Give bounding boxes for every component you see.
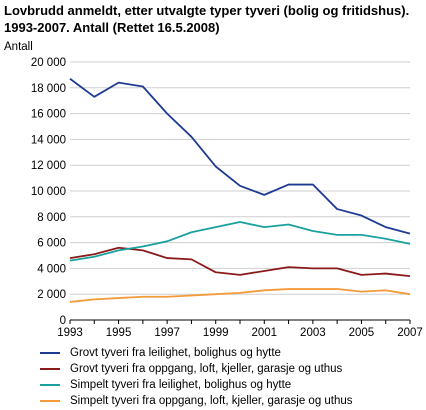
y-tick-label: 12 000 (31, 160, 66, 172)
legend-entry: Simpelt tyveri fra oppgang, loft, kjelle… (40, 393, 353, 409)
y-tick-label: 0 (60, 315, 66, 327)
x-tick-label: 2005 (349, 327, 375, 339)
series-lines (69, 78, 411, 303)
line-chart: Antall 0 2 000 4 000 6 000 8 000 10 000 12 000… (4, 41, 423, 339)
x-tick-label: 2003 (300, 327, 326, 339)
series-line-1 (69, 78, 411, 235)
x-tick-label: 1995 (106, 327, 132, 339)
x-tick-label: 2007 (397, 327, 423, 339)
x-tick-label: 1997 (154, 327, 180, 339)
chart-title: Lovbrudd anmeldt, etter utvalgte typer t… (4, 3, 410, 35)
series-line-2 (69, 246, 411, 278)
y-tick-label: 16 000 (31, 109, 66, 121)
series-line-3 (69, 221, 411, 262)
y-tick-label: 20 000 (31, 57, 66, 69)
x-tick-labels: 1993 1995 1997 1999 2001 2003 2005 2007 (57, 320, 423, 339)
legend-label: Simpelt tyveri fra oppgang, loft, kjelle… (70, 395, 353, 407)
y-tick-label: 18 000 (31, 83, 66, 95)
y-tick-label: 10 000 (31, 186, 66, 198)
y-tick-labels: 0 2 000 4 000 6 000 8 000 10 000 12 000 14 000 1… (31, 57, 66, 327)
legend-swatch (40, 384, 60, 386)
y-tick-label: 8 000 (37, 212, 66, 224)
gridlines (70, 61, 410, 321)
legend-label: Simpelt tyveri fra leilighet, bolighus o… (70, 379, 292, 391)
y-tick-label: 2 000 (37, 289, 66, 301)
x-tick-label: 1999 (203, 327, 229, 339)
series-line-4 (69, 288, 411, 303)
legend-label: Grovt tyveri fra leilighet, bolighus og … (70, 347, 281, 359)
legend: Grovt tyveri fra leilighet, bolighus og … (40, 345, 353, 409)
x-tick-label: 2001 (251, 327, 277, 339)
legend-entry: Grovt tyveri fra oppgang, loft, kjeller,… (40, 361, 353, 377)
legend-swatch (40, 368, 60, 370)
x-tick-label: 1993 (57, 327, 83, 339)
legend-entry: Simpelt tyveri fra leilighet, bolighus o… (40, 377, 353, 393)
legend-entry: Grovt tyveri fra leilighet, bolighus og … (40, 345, 353, 361)
y-tick-label: 6 000 (37, 238, 66, 250)
y-axis-label: Antall (4, 41, 33, 53)
legend-swatch (40, 352, 60, 354)
y-tick-label: 14 000 (31, 134, 66, 146)
y-tick-label: 4 000 (37, 263, 66, 275)
legend-label: Grovt tyveri fra oppgang, loft, kjeller,… (70, 363, 343, 375)
legend-swatch (40, 400, 60, 402)
